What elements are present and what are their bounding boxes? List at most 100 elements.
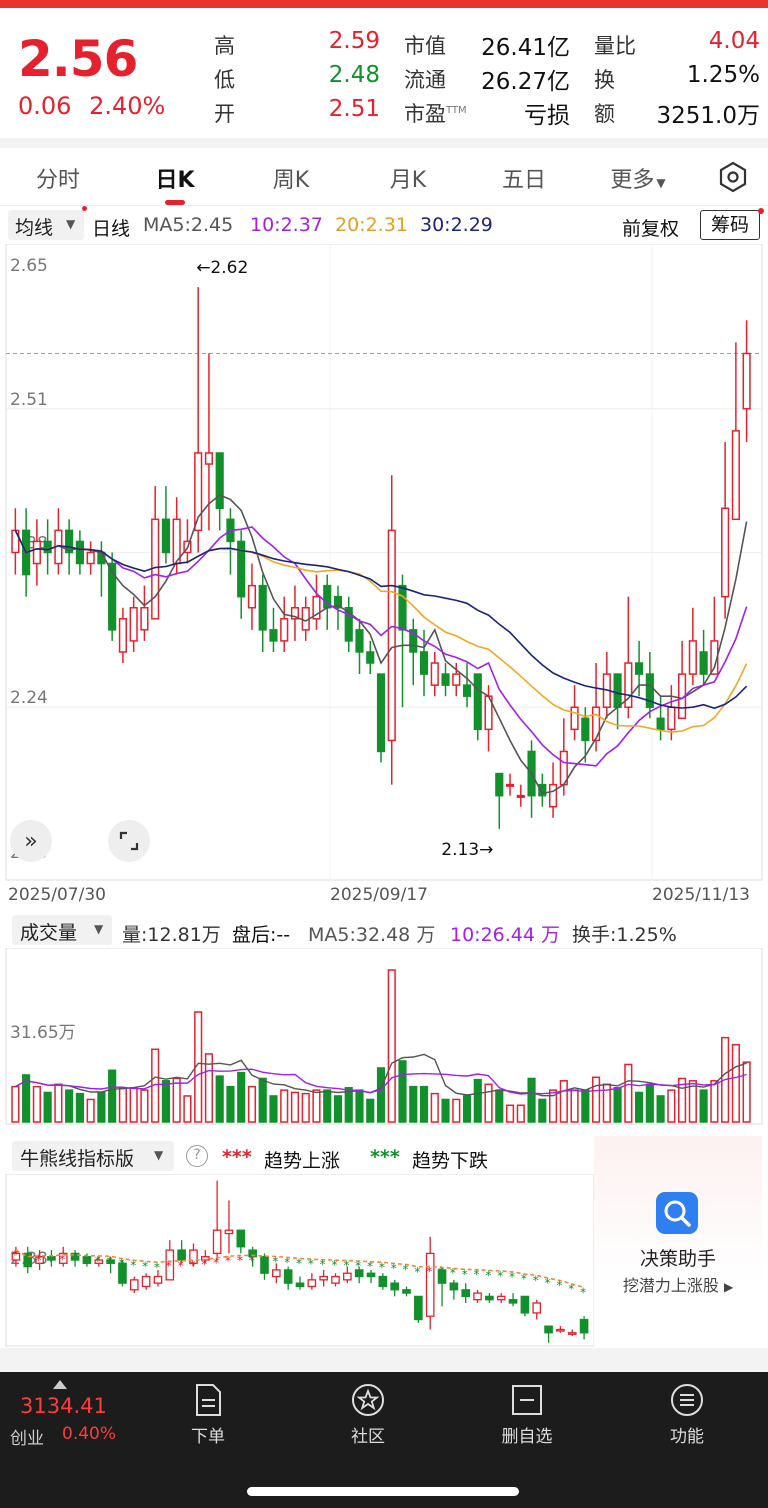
stat-value-amount: 3251.0万 [656,103,760,129]
y-tick-label: 2.65 [10,256,48,276]
indicator-candle-body [141,1275,151,1288]
nav-remove-watchlist-label: 删自选 [501,1427,553,1447]
volume-bar [75,1092,84,1123]
stat-label-low: 低 [214,68,235,92]
volume-bar [237,1071,246,1123]
help-icon[interactable]: ? [186,1145,208,1167]
indicator-candle-body [319,1275,328,1281]
nav-community[interactable]: 社区 [318,1382,418,1447]
indicator-candle-body [153,1275,163,1284]
change-amount: 0.06 [18,92,72,120]
indicator-candle-body [283,1269,293,1284]
tab-daily-k[interactable]: 日K [155,168,195,193]
volume-legend-bar: 成交量 ▼ 量:12.81万 盘后:-- MA5:32.48 万 10:26.4… [0,912,768,948]
adjust-mode[interactable]: 前复权 [622,218,680,240]
date-label-mid: 2025/09/17 [330,885,428,905]
menu-icon [671,1384,703,1416]
trend-dot-mark: * [308,1257,314,1271]
indicator-select-ma[interactable]: 均线 ▼ [8,210,84,240]
candle-body [204,452,214,465]
candle-body [495,772,504,797]
indicator-candle-body [272,1269,281,1278]
kline-grid [6,244,762,880]
trend-dot-mark: * [355,1259,361,1273]
tab-monthly-k[interactable]: 月K [389,168,427,193]
ma-period: 日线 [92,218,131,240]
tab-more[interactable]: 更多 ▼ [600,162,676,194]
indicator-candle-body [520,1295,530,1314]
date-label-end: 2025/11/13 [652,885,750,905]
notification-dot [82,206,87,211]
stat-value-low: 2.48 [328,62,380,88]
candle-body [43,540,52,554]
indicator-select-bull-bear[interactable]: 牛熊线指标版 ▼ [12,1141,174,1171]
fullscreen-button[interactable] [108,820,150,862]
candle-body [635,662,644,675]
trend-dot-mark: * [367,1260,373,1274]
candle-body [11,529,20,554]
volume-bar [290,1091,300,1123]
trend-down-marks: *** [370,1146,400,1168]
after-hours-volume: 盘后:-- [232,924,291,946]
indicator-candle-body [129,1279,139,1291]
indicator-candle-body [425,1252,435,1317]
assistant-title: 决策助手 [639,1248,716,1270]
trend-dot-mark: * [142,1259,148,1273]
trend-dot-mark: * [580,1285,586,1299]
indicator-candle-body [461,1289,471,1298]
section-divider [0,1348,768,1372]
settings-hexagon-icon[interactable] [716,160,750,194]
bull-bear-lines: * * * * * * * * * * * * * * * * * * * * * * * * * * * * * * * * * * * * * * * *… [12,1248,586,1299]
stat-value-open: 2.51 [328,96,380,122]
indicator-candle-body [70,1252,80,1261]
expand-panel-button[interactable]: » [10,820,52,862]
nav-functions[interactable]: 功能 [637,1382,737,1447]
trend-dot-mark: * [83,1254,89,1268]
volume-ma5-line [15,1053,747,1097]
decision-assistant-card[interactable]: 决策助手 挖潜力上涨股 ▶ [594,1136,762,1348]
nav-order[interactable]: 下单 [158,1382,258,1447]
trend-dot-mark: * [71,1253,77,1267]
notification-dot [758,208,764,214]
candle-body [581,717,590,742]
nav-remove-watchlist[interactable]: 删自选 [477,1382,577,1447]
trend-dot-mark: * [391,1261,397,1275]
tab-five-day[interactable]: 五日 [501,168,546,193]
indicator-candle-body [106,1259,115,1264]
volume-bar [398,1060,407,1123]
volume-select-label: 成交量 [20,922,78,944]
tab-weekly-k[interactable]: 周K [272,168,310,193]
candle-body [548,783,558,808]
volume-bar [269,1095,278,1123]
trend-dot-mark: * [178,1259,184,1273]
ma5-value: MA5:2.45 [143,214,234,236]
trend-dot-mark: * [118,1257,124,1271]
chevron-down-icon: ▼ [656,176,666,190]
volume-bar [441,1098,450,1123]
volume-chart[interactable]: 31.65万 [0,948,768,1126]
volume-bar [559,1080,568,1123]
index-expand-arrow-icon[interactable] [53,1380,67,1389]
volume-bar [699,1089,708,1123]
bull-bear-chart[interactable]: 2.38 ***********************************… [0,1174,600,1348]
indicator-select-volume[interactable]: 成交量 ▼ [12,915,112,945]
title-bar [0,0,768,8]
volume-bar [688,1080,697,1123]
volume-bar [591,1076,601,1123]
tab-intraday[interactable]: 分时 [35,168,80,193]
indicator-candle-body [579,1318,589,1334]
kline-chart[interactable]: 2.652.512.382.242.10 ←2.62 2.13→ 2025/07… [0,244,768,908]
volume-bar [129,1087,138,1123]
index-value[interactable]: 3134.41 [20,1394,107,1418]
volume-bar [280,1089,289,1123]
stat-label-volume-ratio: 量比 [594,34,636,58]
indicator-candle-body [189,1249,198,1264]
indicator-candle-body [343,1272,352,1281]
trend-dot-mark: * [438,1265,444,1279]
candle-body [721,507,730,598]
chip-distribution-button[interactable]: 筹码 [700,210,760,240]
volume-bar [118,1087,127,1123]
volume-bar [667,1089,676,1123]
trend-dot-mark: * [320,1258,326,1272]
indicator-candle-body [23,1252,33,1268]
